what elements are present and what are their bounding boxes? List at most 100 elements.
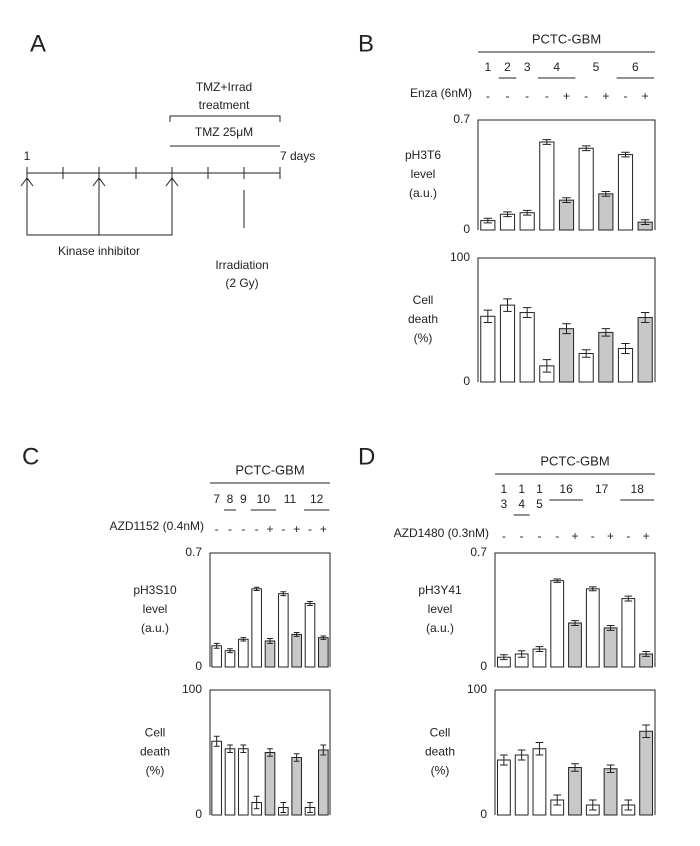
y-axis-label: pH3T6	[405, 148, 441, 162]
error-bar	[606, 764, 615, 773]
bar	[558, 328, 575, 383]
group-label: 3	[501, 497, 508, 511]
error-bar	[483, 309, 493, 323]
group-label: 18	[631, 482, 645, 496]
error-bar	[522, 209, 532, 216]
treatment-sign: -	[537, 529, 541, 543]
error-bar	[293, 753, 300, 762]
error-bar	[542, 139, 552, 145]
group-label: 1	[501, 482, 508, 496]
group-label: 7	[213, 492, 220, 506]
plot-frame	[209, 552, 331, 667]
y-axis-label: death	[140, 745, 170, 759]
y-tick-label: 0.7	[453, 112, 470, 126]
panel-title: PCTC-GBM	[532, 31, 601, 46]
error-bar	[535, 646, 544, 653]
bar	[251, 588, 262, 668]
treatment-sign: -	[308, 522, 312, 536]
treatment-sign: +	[643, 529, 650, 543]
treatment-sign: +	[563, 89, 570, 103]
y-tick-label: 0	[480, 807, 487, 821]
bar	[291, 757, 302, 816]
error-bar	[581, 145, 591, 152]
treatment-sign: -	[525, 89, 529, 103]
y-tick-label: 100	[182, 682, 202, 696]
kinase-arrows	[20, 177, 179, 236]
y-axis-label: level	[143, 602, 168, 616]
error-bar	[253, 586, 260, 591]
treatment-text: TMZ+Irrad	[196, 80, 252, 94]
treatment-label: AZD1480 (0.3nM)	[394, 526, 489, 540]
bar	[291, 633, 302, 668]
treatment-bracket	[169, 115, 281, 122]
bar	[211, 740, 222, 816]
treatment-sign: -	[281, 522, 285, 536]
y-axis-label: (%)	[414, 331, 433, 345]
treatment-sign: -	[584, 89, 588, 103]
panel-label: B	[358, 30, 374, 57]
bar	[224, 748, 236, 816]
treatment-sign: -	[228, 522, 232, 536]
bar	[318, 637, 329, 668]
group-label: 1	[518, 482, 525, 496]
y-tick-label: 0.7	[470, 545, 487, 559]
treatment-sign: -	[520, 529, 524, 543]
group-label: 2	[504, 60, 511, 74]
error-bar	[483, 217, 493, 224]
treatment-sign: -	[555, 529, 559, 543]
bar	[480, 315, 496, 383]
treatment-text: treatment	[199, 98, 250, 112]
y-tick-label: 0	[463, 374, 470, 388]
group-label: 4	[553, 60, 560, 74]
y-tick-label: 100	[450, 250, 470, 264]
group-label: 17	[595, 482, 609, 496]
y-tick-label: 0	[480, 659, 487, 673]
error-bar	[500, 654, 508, 661]
treatment-sign: +	[293, 522, 300, 536]
error-bar	[571, 763, 579, 772]
bar	[550, 580, 565, 668]
plot-frame	[494, 689, 656, 815]
error-bar	[581, 349, 591, 358]
y-axis-label: pH3S10	[133, 583, 177, 597]
error-bar	[601, 328, 611, 337]
bar	[639, 730, 654, 816]
group-label: 9	[240, 492, 247, 506]
bar	[238, 638, 249, 668]
group-label: 3	[524, 60, 531, 74]
bar	[603, 768, 618, 816]
group-label: 1	[484, 60, 491, 74]
y-axis-label: level	[411, 167, 436, 181]
error-bar	[240, 637, 247, 642]
y-axis-label: (a.u.)	[426, 621, 454, 635]
treatment-sign: -	[545, 89, 549, 103]
y-tick-label: 100	[467, 682, 487, 696]
bar	[278, 593, 289, 668]
plot-frame	[477, 119, 656, 230]
error-bar	[503, 298, 512, 312]
error-bar	[240, 744, 247, 753]
end-text: 7 days	[280, 149, 315, 163]
bar	[578, 147, 594, 231]
bar	[598, 193, 614, 231]
start-text: 1	[24, 149, 31, 163]
treatment-sign: -	[624, 89, 628, 103]
treatment-sign: -	[255, 522, 259, 536]
y-axis-label: Cell	[145, 726, 166, 740]
treatment-sign: +	[266, 522, 273, 536]
treatment-label: Enza (6nM)	[410, 86, 472, 100]
error-bar	[535, 742, 544, 756]
group-label: 5	[536, 497, 543, 511]
error-bar	[320, 635, 327, 640]
panel-title: PCTC-GBM	[235, 462, 304, 477]
y-tick-label: 0	[195, 807, 202, 821]
error-bar	[320, 744, 327, 756]
y-axis-label: level	[428, 602, 453, 616]
treatment-sign: -	[215, 522, 219, 536]
error-bar	[503, 211, 512, 218]
error-bar	[642, 651, 650, 657]
error-bar	[253, 795, 260, 810]
y-axis-label: death	[425, 745, 455, 759]
